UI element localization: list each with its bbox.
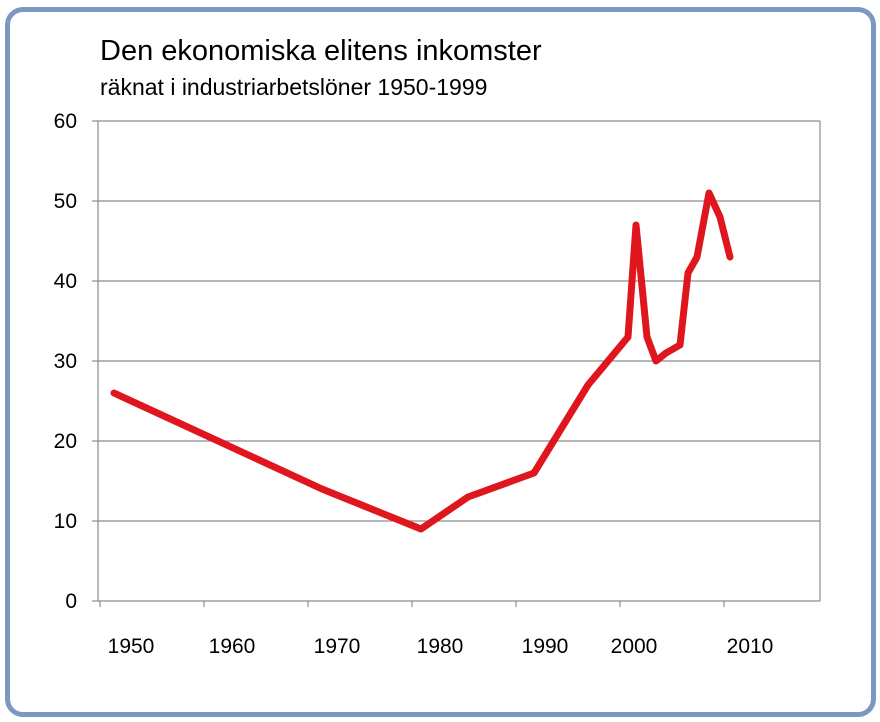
x-tick-label: 1980 — [417, 635, 464, 658]
chart-title: Den ekonomiska elitens inkomster — [100, 35, 542, 67]
series-group — [110, 189, 734, 533]
y-tick-label: 0 — [65, 590, 77, 613]
chart-frame — [5, 7, 876, 717]
x-tick-label: 1990 — [522, 635, 569, 658]
y-tick-label: 30 — [54, 350, 77, 373]
axes — [92, 120, 821, 607]
chart-subtitle: räknat i industriarbetslöner 1950-1999 — [100, 74, 488, 100]
y-tick-label: 40 — [54, 270, 77, 293]
x-tick-label: 2010 — [727, 635, 774, 658]
y-tick-label: 10 — [54, 510, 77, 533]
tick-labels: 0 10 20 30 40 50 60 1950 1960 1970 1980 1990 2000 201… — [54, 110, 774, 658]
series-line — [110, 189, 734, 533]
x-tick-label: 1960 — [209, 635, 256, 658]
y-tick-label: 20 — [54, 430, 77, 453]
x-tick-label: 2000 — [611, 635, 658, 658]
gridlines — [98, 120, 820, 522]
x-tick-label: 1970 — [314, 635, 361, 658]
y-tick-label: 50 — [54, 190, 77, 213]
x-tick-label: 1950 — [108, 635, 155, 658]
y-tick-label: 60 — [54, 110, 77, 133]
